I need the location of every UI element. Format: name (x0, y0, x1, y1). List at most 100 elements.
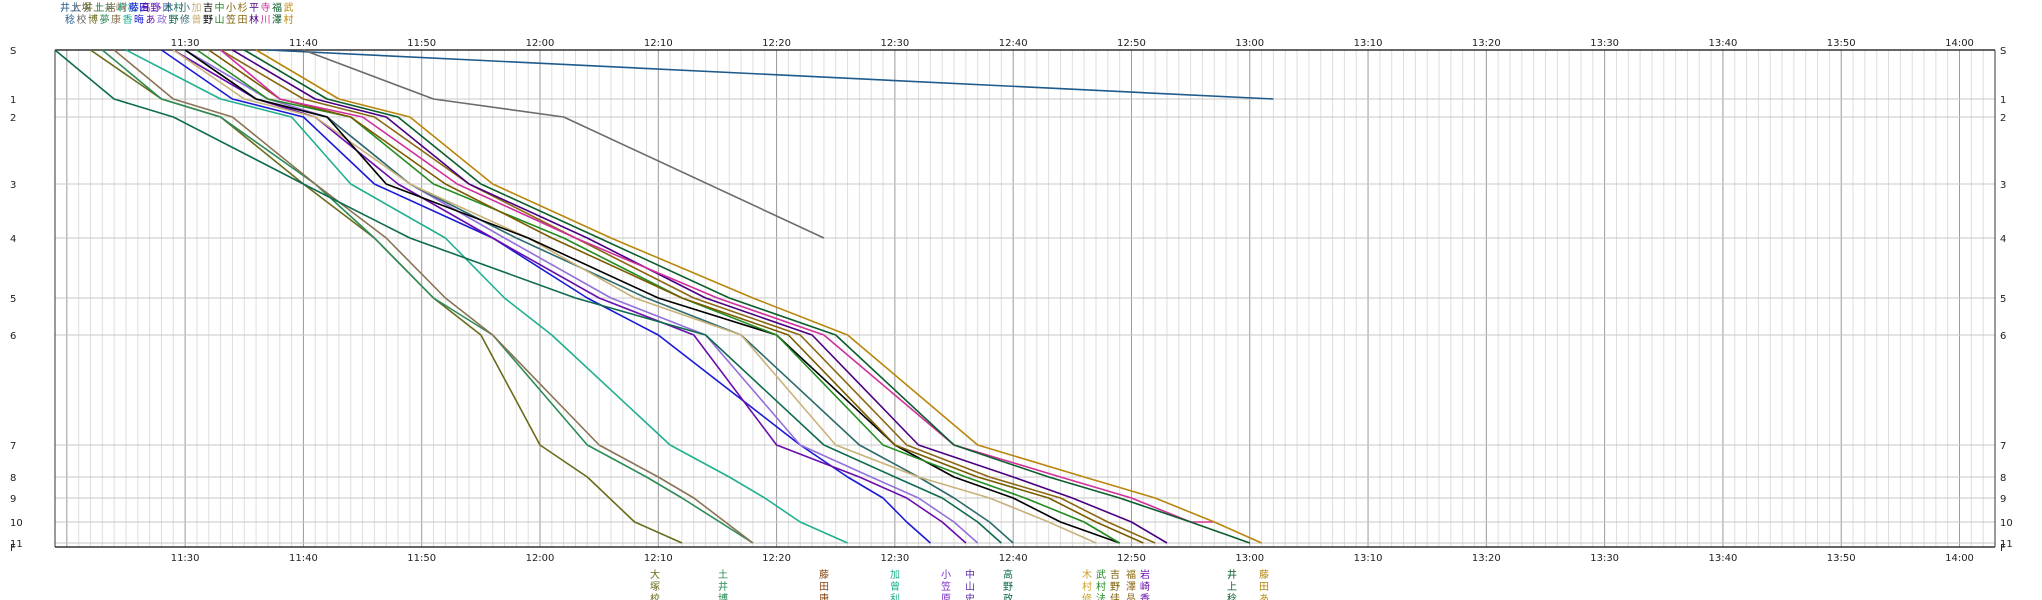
x-tick-label: 11:30 (171, 38, 200, 49)
series-line-2 (303, 49, 825, 239)
finish-label-char: 原 (941, 593, 951, 600)
x-tick-label: 12:10 (644, 553, 673, 564)
finish-label-char: 崎 (1140, 580, 1150, 593)
y-tick-label: 2 (10, 113, 16, 124)
series-line-1 (267, 49, 1274, 100)
legend-entry-top: 村松 (118, 1, 138, 14)
finish-label-char: 井 (718, 580, 728, 593)
legend-entry-top: 井上 (60, 1, 80, 14)
finish-label-char: 山 (965, 581, 975, 593)
legend-entry-bottom: 夢 (100, 13, 110, 26)
finish-label-char: 利 (890, 593, 900, 600)
finish-label-char: 博 (718, 592, 728, 600)
y-tick-label: 9 (2000, 494, 2006, 505)
series-line-16 (220, 49, 1156, 544)
series-line-17 (231, 49, 1168, 544)
series-line-15 (208, 49, 1144, 544)
x-tick-label: 13:30 (1590, 38, 1619, 49)
series-group (54, 49, 1274, 544)
legend-entry-bottom: 野 (169, 14, 179, 26)
finish-label-char: 澤 (1126, 581, 1136, 593)
x-tick-label: 13:30 (1590, 553, 1619, 564)
finish-label-char: 武 (1096, 568, 1106, 581)
finish-label-char: 校 (650, 592, 660, 600)
finish-label-char: 田 (1259, 582, 1269, 593)
y-tick-label: 5 (2000, 294, 2006, 305)
series-line-18 (220, 49, 1215, 523)
y-tick-label: 6 (2000, 331, 2006, 342)
legend-entry-top: 木村 (164, 1, 184, 14)
y-tick-label: S (10, 46, 16, 57)
x-tick-label: 13:50 (1827, 553, 1856, 564)
y-tick-label: 8 (2000, 473, 2006, 484)
legend-entry-bottom: 博 (88, 13, 98, 26)
y-tick-label: 7 (2000, 441, 2006, 452)
series-line-9 (184, 49, 979, 544)
x-tick-label: 11:50 (407, 38, 436, 49)
finish-label-char: 法 (1096, 592, 1106, 600)
legend-entry-top: 平 (249, 3, 259, 14)
grid (54, 50, 1996, 547)
legend: 井上稔大塚校井上博土井夢岩崎康村松香藤田晦高野あ多田政木村野小修加曾吉野中山小笠… (60, 1, 294, 26)
finish-label-char: 吉 (1110, 569, 1120, 581)
finish-label-char: 村 (1096, 580, 1106, 593)
finish-label-char: 上 (1227, 581, 1237, 593)
finish-label-char: 野 (1003, 581, 1013, 593)
legend-entry-top: 小 (226, 2, 236, 14)
x-tick-label: 12:40 (999, 553, 1028, 564)
x-tick-label: 13:40 (1709, 38, 1738, 49)
legend-entry-top: 寺 (261, 2, 271, 14)
series-line-20 (255, 49, 1262, 544)
legend-entry-bottom: 曾 (192, 13, 202, 26)
series-line-6 (125, 49, 848, 544)
legend-entry-top: 井上 (83, 1, 103, 14)
x-tick-label: 12:50 (1117, 553, 1146, 564)
legend-entry-bottom: 田 (238, 15, 248, 26)
finish-label-char: 福 (1126, 568, 1136, 581)
y-tick-label: F (10, 543, 16, 554)
x-axis-bottom: 11:30 11:40 11:50 12:00 12:10 12:20 12:30 12:40… (171, 553, 1974, 564)
finish-label-char: 小 (941, 569, 951, 581)
y-tick-label: 11 (10, 539, 23, 550)
finish-label-char: 笠 (941, 580, 951, 593)
legend-entry-bottom: 澤 (272, 14, 282, 26)
y-tick-label: F (2000, 543, 2006, 554)
finish-label-char: 塚 (650, 581, 660, 593)
y-tick-label: 10 (2000, 518, 2013, 529)
legend-entry-top: 福 (272, 1, 282, 14)
finish-label-char: 大 (650, 568, 660, 581)
finish-label-char: 政 (1003, 592, 1013, 600)
x-tick-label: 13:10 (1354, 38, 1383, 49)
y-tick-label: 6 (10, 331, 16, 342)
x-tick-label: 13:20 (1472, 553, 1501, 564)
legend-entry-bottom: 稔 (65, 13, 75, 26)
legend-entry-top: 土井 (95, 1, 115, 14)
legend-entry-top: 多田 (152, 1, 172, 14)
legend-entry-bottom: 修 (180, 13, 190, 26)
x-tick-label: 11:40 (289, 553, 318, 564)
x-tick-label: 12:00 (526, 38, 555, 49)
series-line-4 (101, 49, 754, 544)
x-tick-label: 12:10 (644, 38, 673, 49)
y-tick-label: 5 (10, 294, 16, 305)
series-line-7 (161, 49, 931, 544)
series-line-10 (54, 49, 1002, 544)
x-tick-label: 13:20 (1472, 38, 1501, 49)
legend-entry-bottom: 政 (157, 13, 167, 26)
x-tick-label: 12:30 (880, 553, 909, 564)
finish-label-char: 史 (965, 593, 975, 600)
finish-label-char: 野 (1110, 581, 1120, 593)
axes (54, 49, 1996, 548)
x-axis-top: 11:30 11:40 11:50 12:00 12:10 12:20 12:30 12:40… (171, 38, 1974, 49)
y-tick-label: 4 (2000, 234, 2006, 245)
finish-label-char: 土 (718, 568, 728, 581)
y-tick-label: 10 (10, 518, 23, 529)
x-tick-label: 13:00 (1235, 38, 1264, 49)
finish-label-char: 井 (1227, 568, 1237, 581)
finish-label-char: 村 (1082, 580, 1092, 593)
y-tick-label: S (2000, 46, 2006, 57)
x-tick-label: 12:20 (762, 38, 791, 49)
legend-entry-bottom: 村 (284, 13, 294, 26)
finish-label-char: 加 (890, 569, 900, 581)
